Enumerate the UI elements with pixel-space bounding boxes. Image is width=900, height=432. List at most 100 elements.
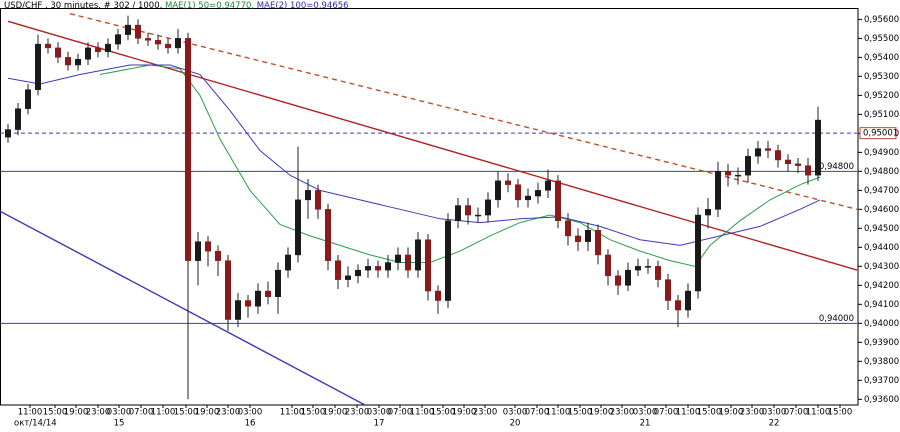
candle-body <box>755 148 761 157</box>
y-tick-label: 0,95200 <box>864 91 899 101</box>
x-tick-label: 11:00 <box>280 408 305 418</box>
candle-body <box>105 43 111 52</box>
candle-body <box>355 269 361 277</box>
candle-body <box>785 159 791 165</box>
x-tick-label: 19:00 <box>64 408 89 418</box>
y-tick-label: 0,94900 <box>864 148 899 158</box>
y-tick-label: 0,94300 <box>864 262 899 272</box>
x-tick-label: 03:00 <box>367 408 392 418</box>
candle-body <box>595 229 601 256</box>
title-part: MAE(2) 100=0,94656 <box>257 1 349 11</box>
candle-body <box>525 195 531 201</box>
candle-body <box>515 184 521 201</box>
candle-body <box>815 119 821 176</box>
candle-body <box>665 279 671 301</box>
date-tick-label: 16 <box>245 419 256 429</box>
x-tick-label: 23:00 <box>473 408 498 418</box>
candle-body <box>535 190 541 197</box>
candle-body <box>225 260 231 320</box>
candle-body <box>395 254 401 263</box>
candle-body <box>635 266 641 271</box>
x-tick-label: 11:00 <box>410 408 435 418</box>
x-tick-label: 03:00 <box>633 408 658 418</box>
candle-body <box>605 254 611 277</box>
x-tick-label: 03:00 <box>503 408 528 418</box>
candle-body <box>645 266 651 268</box>
x-tick-label: 19:00 <box>195 408 220 418</box>
candle-body <box>155 40 161 45</box>
x-tick-label: 19:00 <box>323 408 348 418</box>
candle-body <box>765 148 771 151</box>
x-tick-label: 15:00 <box>301 408 326 418</box>
candle-body <box>175 38 181 49</box>
y-tick-label: 0,94600 <box>864 205 899 215</box>
candle-body <box>695 214 701 292</box>
candle-body <box>585 229 591 242</box>
level-label: 0,94000 <box>819 314 854 324</box>
y-tick-label: 0,94400 <box>864 243 899 253</box>
candle-body <box>445 220 451 301</box>
x-tick-label: 15:00 <box>697 408 722 418</box>
candle-body <box>235 300 241 320</box>
trend-line <box>7 20 858 271</box>
candle-body <box>405 254 411 271</box>
y-tick-label: 0,95100 <box>864 110 899 120</box>
candle-body <box>85 47 91 60</box>
x-tick-label: 07:00 <box>654 408 679 418</box>
level-label-box <box>859 127 897 140</box>
plot-area: 0,94800 0,94000 <box>0 13 858 405</box>
date-tick-label: 17 <box>374 419 385 429</box>
candle-body <box>685 290 691 311</box>
candle-body <box>35 43 41 90</box>
date-tick-label: 15 <box>114 419 125 429</box>
candle-body <box>575 235 581 242</box>
x-tick-label: 15:00 <box>568 408 593 418</box>
level-label: 0,95001 <box>863 129 898 139</box>
title-part: USD/CHF , 30 minutes, # 302 / 1000, <box>4 1 162 11</box>
y-tick-label: 0,94700 <box>864 186 899 196</box>
candle-body <box>215 250 221 261</box>
x-tick-label: 23:00 <box>610 408 635 418</box>
candle-body <box>425 239 431 292</box>
y-tick-label: 0,95300 <box>864 72 899 82</box>
candle-body <box>565 220 571 237</box>
candle-body <box>325 209 331 261</box>
moving-average-line <box>99 64 821 267</box>
candle-body <box>115 34 121 45</box>
y-tick-label: 0,95600 <box>864 15 899 25</box>
candle-body <box>165 43 171 49</box>
x-tick-label: 23:00 <box>216 408 241 418</box>
candle-body <box>195 241 201 261</box>
x-tick-label: 07:00 <box>388 408 413 418</box>
date-tick-label: 22 <box>769 419 780 429</box>
candle-body <box>805 165 811 176</box>
trend-line <box>69 13 858 210</box>
candle-body <box>25 89 31 109</box>
candle-body <box>495 180 501 201</box>
candle-body <box>65 57 71 66</box>
date-tick-label: 20 <box>510 419 521 429</box>
candle-body <box>705 209 711 216</box>
trend-line <box>0 210 366 405</box>
x-tick-label: 07:00 <box>129 408 154 418</box>
level-label: 0,94800 <box>819 162 854 172</box>
y-tick-label: 0,93700 <box>864 376 899 386</box>
x-tick-label: 23:00 <box>86 408 111 418</box>
x-tick-label: 15:00 <box>828 408 853 418</box>
x-tick-label: 19:00 <box>719 408 744 418</box>
candle-body <box>615 275 621 286</box>
x-tick-label: 11:00 <box>18 408 43 418</box>
candle-body <box>315 190 321 210</box>
candle-body <box>265 290 271 297</box>
candle-body <box>365 266 371 271</box>
candle-body <box>485 199 491 216</box>
candle-body <box>335 260 341 280</box>
candle-body <box>55 47 61 58</box>
x-tick-label: 11:00 <box>676 408 701 418</box>
candle-body <box>385 262 391 271</box>
candle-body <box>675 300 681 311</box>
candle-body <box>205 241 211 252</box>
axes: 0,93600 0,93700 0,93800 0,93900 0,94000 0,941… <box>14 15 899 429</box>
candle-body <box>295 199 301 256</box>
